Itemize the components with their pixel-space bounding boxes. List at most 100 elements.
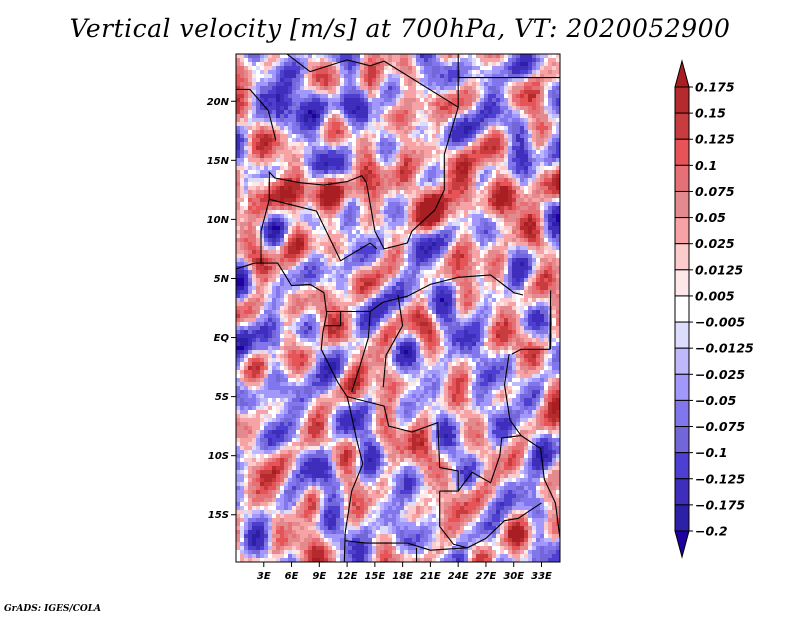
field-cell: [456, 290, 460, 294]
field-cell: [380, 262, 384, 266]
field-cell: [336, 70, 340, 74]
field-cell: [436, 286, 440, 290]
field-cell: [292, 230, 296, 234]
field-cell: [272, 294, 276, 298]
field-cell: [468, 250, 472, 254]
field-cell: [428, 294, 432, 298]
field-cell: [420, 186, 424, 190]
field-cell: [544, 202, 548, 206]
field-cell: [268, 134, 272, 138]
field-cell: [512, 174, 516, 178]
field-cell: [508, 210, 512, 214]
field-cell: [244, 54, 248, 58]
field-cell: [312, 206, 316, 210]
field-cell: [544, 178, 548, 182]
field-cell: [248, 246, 252, 250]
field-cell: [428, 138, 432, 142]
field-cell: [340, 266, 344, 270]
field-cell: [396, 162, 400, 166]
field-cell: [500, 86, 504, 90]
field-cell: [300, 150, 304, 154]
field-cell: [392, 266, 396, 270]
field-cell: [436, 218, 440, 222]
field-cell: [340, 242, 344, 246]
field-cell: [320, 270, 324, 274]
field-cell: [476, 54, 480, 58]
field-cell: [260, 70, 264, 74]
field-cell: [396, 266, 400, 270]
field-cell: [468, 98, 472, 102]
field-cell: [388, 218, 392, 222]
field-cell: [296, 110, 300, 114]
field-cell: [524, 98, 528, 102]
field-cell: [480, 130, 484, 134]
field-cell: [324, 114, 328, 118]
field-cell: [444, 142, 448, 146]
field-cell: [248, 274, 252, 278]
field-cell: [456, 246, 460, 250]
field-cell: [384, 78, 388, 82]
field-cell: [252, 146, 256, 150]
field-cell: [272, 102, 276, 106]
field-cell: [440, 154, 444, 158]
field-cell: [384, 138, 388, 142]
field-cell: [400, 154, 404, 158]
field-cell: [312, 214, 316, 218]
field-cell: [392, 142, 396, 146]
field-cell: [364, 54, 368, 58]
field-cell: [500, 126, 504, 130]
field-cell: [360, 266, 364, 270]
field-cell: [348, 262, 352, 266]
field-cell: [440, 206, 444, 210]
field-cell: [456, 274, 460, 278]
field-cell: [428, 238, 432, 242]
field-cell: [416, 298, 420, 302]
field-cell: [332, 118, 336, 122]
field-cell: [448, 66, 452, 70]
field-cell: [528, 186, 532, 190]
field-cell: [368, 226, 372, 230]
field-cell: [320, 294, 324, 298]
field-cell: [280, 62, 284, 66]
field-cell: [356, 118, 360, 122]
field-cell: [428, 110, 432, 114]
field-cell: [236, 114, 240, 118]
field-cell: [380, 282, 384, 286]
field-cell: [304, 70, 308, 74]
field-cell: [260, 158, 264, 162]
field-cell: [316, 150, 320, 154]
field-cell: [516, 274, 520, 278]
field-cell: [528, 214, 532, 218]
field-cell: [352, 298, 356, 302]
field-cell: [316, 110, 320, 114]
field-cell: [384, 238, 388, 242]
field-cell: [300, 202, 304, 206]
field-cell: [320, 86, 324, 90]
field-cell: [248, 186, 252, 190]
field-cell: [276, 218, 280, 222]
field-cell: [460, 94, 464, 98]
field-cell: [340, 210, 344, 214]
field-cell: [292, 154, 296, 158]
field-cell: [384, 126, 388, 130]
field-cell: [336, 290, 340, 294]
field-cell: [484, 210, 488, 214]
field-cell: [244, 162, 248, 166]
field-cell: [504, 102, 508, 106]
field-cell: [276, 250, 280, 254]
field-cell: [412, 214, 416, 218]
field-cell: [252, 110, 256, 114]
field-cell: [276, 194, 280, 198]
field-cell: [396, 190, 400, 194]
field-cell: [548, 150, 552, 154]
field-cell: [504, 98, 508, 102]
field-cell: [452, 230, 456, 234]
field-cell: [448, 254, 452, 258]
field-cell: [312, 226, 316, 230]
field-cell: [328, 94, 332, 98]
field-cell: [476, 170, 480, 174]
field-cell: [408, 210, 412, 214]
field-cell: [296, 54, 300, 58]
field-cell: [292, 238, 296, 242]
field-cell: [416, 266, 420, 270]
